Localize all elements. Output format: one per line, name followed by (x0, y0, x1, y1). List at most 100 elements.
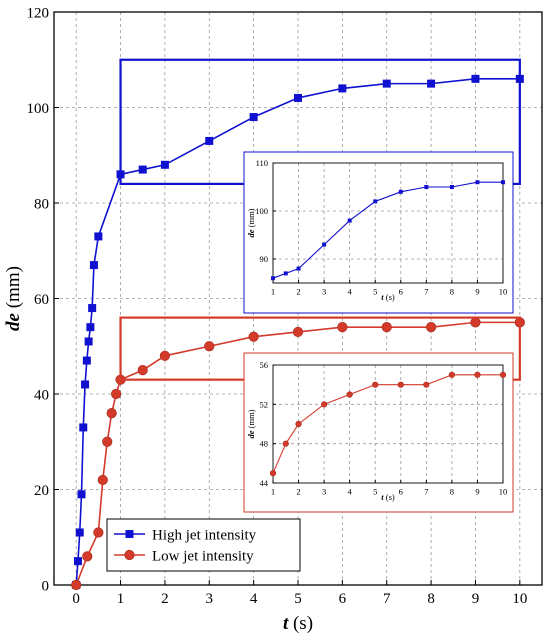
data-point-square (94, 232, 103, 241)
data-point-square (249, 113, 258, 122)
x-tick-label: 3 (206, 591, 214, 607)
x-axis-title: t (s) (283, 613, 313, 633)
y-axis-title-unit: (mm) (246, 409, 256, 430)
y-axis-title-variable: de (246, 430, 256, 438)
y-tick-label: 56 (260, 360, 269, 370)
data-point-circle (499, 371, 507, 378)
data-point-circle (381, 322, 392, 333)
x-axis-title-unit: (s) (384, 292, 395, 302)
x-tick-label: 4 (250, 591, 258, 607)
x-tick-label: 7 (383, 591, 391, 607)
data-point-square (138, 165, 147, 174)
x-axis-title: t (s) (381, 292, 395, 302)
y-tick-label: 110 (256, 158, 268, 168)
x-tick-label: 6 (399, 287, 403, 297)
x-axis-title: t (s) (381, 492, 395, 502)
data-point-circle (425, 322, 437, 333)
legend-box (106, 518, 301, 572)
y-axis-title: de (mm) (246, 208, 256, 237)
data-point-circle (282, 440, 289, 447)
data-point-square (501, 180, 505, 185)
data-point-circle (159, 350, 171, 361)
inset-frame (243, 352, 514, 513)
data-point-circle (397, 381, 404, 388)
y-tick-label: 90 (260, 254, 269, 264)
plot-area-border (272, 162, 504, 284)
x-tick-label: 9 (472, 591, 480, 607)
x-axis-title-unit: (s) (384, 492, 395, 502)
series-line-1 (75, 321, 520, 586)
x-tick-label: 4 (348, 487, 353, 497)
data-point-square (398, 189, 403, 194)
data-point-circle (93, 527, 104, 538)
data-point-circle (97, 474, 108, 486)
data-point-circle (102, 436, 113, 447)
x-tick-label: 1 (271, 287, 275, 297)
legend-marker-square (125, 530, 134, 538)
y-axis-title-variable: de (3, 312, 24, 331)
legend-marker-circle (124, 549, 135, 561)
x-tick-label: 9 (475, 287, 479, 297)
data-point-square (471, 74, 480, 83)
y-tick-label: 0 (42, 578, 50, 594)
y-tick-label: 80 (34, 196, 49, 212)
legend-label-1: Low jet intensity (152, 549, 254, 565)
data-point-square (475, 180, 480, 185)
y-tick-label: 48 (260, 439, 269, 449)
data-point-circle (292, 326, 304, 338)
x-tick-label: 3 (322, 487, 326, 497)
data-point-square (382, 79, 391, 88)
data-point-square (89, 261, 98, 270)
data-point-square (81, 380, 90, 389)
data-point-square (424, 185, 429, 189)
y-tick-label: 100 (27, 101, 50, 117)
x-tick-label: 10 (499, 287, 508, 297)
x-axis-title-variable: t (381, 292, 384, 302)
data-point-square (75, 528, 84, 537)
x-tick-label: 0 (72, 591, 80, 607)
data-point-circle (337, 322, 348, 333)
x-tick-label: 3 (322, 287, 326, 297)
data-point-circle (106, 408, 117, 419)
data-point-square (84, 337, 93, 346)
y-tick-label: 40 (34, 387, 49, 403)
y-axis-title-variable: de (246, 229, 256, 237)
x-tick-label: 5 (294, 591, 302, 607)
x-tick-label: 5 (373, 287, 377, 297)
data-point-circle (111, 388, 122, 400)
data-point-circle (346, 391, 353, 398)
data-point-square (86, 323, 95, 332)
x-axis-title-variable: t (381, 492, 384, 502)
x-tick-label: 8 (427, 591, 435, 607)
data-point-square (82, 356, 91, 365)
data-point-square (296, 266, 301, 271)
data-point-square (322, 242, 327, 247)
data-point-square (77, 490, 86, 499)
y-tick-label: 44 (260, 478, 269, 488)
x-tick-label: 9 (475, 487, 479, 497)
x-tick-label: 1 (271, 487, 275, 497)
plot-area-border (272, 364, 504, 484)
x-tick-label: 10 (512, 591, 527, 607)
data-point-circle (204, 341, 215, 352)
data-point-circle (137, 365, 148, 376)
x-tick-label: 6 (399, 487, 403, 497)
data-point-square (283, 271, 288, 276)
data-point-square (427, 79, 436, 88)
data-point-square (73, 557, 82, 566)
data-point-square (294, 93, 302, 102)
x-tick-label: 4 (348, 287, 353, 297)
data-point-circle (295, 420, 302, 428)
x-tick-label: 1 (117, 591, 125, 607)
data-point-circle (82, 551, 93, 562)
y-axis-title: de (mm) (246, 409, 256, 438)
x-tick-label: 7 (424, 287, 428, 297)
data-point-square (347, 218, 352, 223)
data-point-circle (470, 317, 481, 328)
y-tick-label: 52 (260, 399, 269, 409)
legend: High jet intensity Low jet intensity (106, 518, 301, 572)
x-tick-label: 7 (424, 487, 428, 497)
data-point-square (373, 199, 378, 204)
